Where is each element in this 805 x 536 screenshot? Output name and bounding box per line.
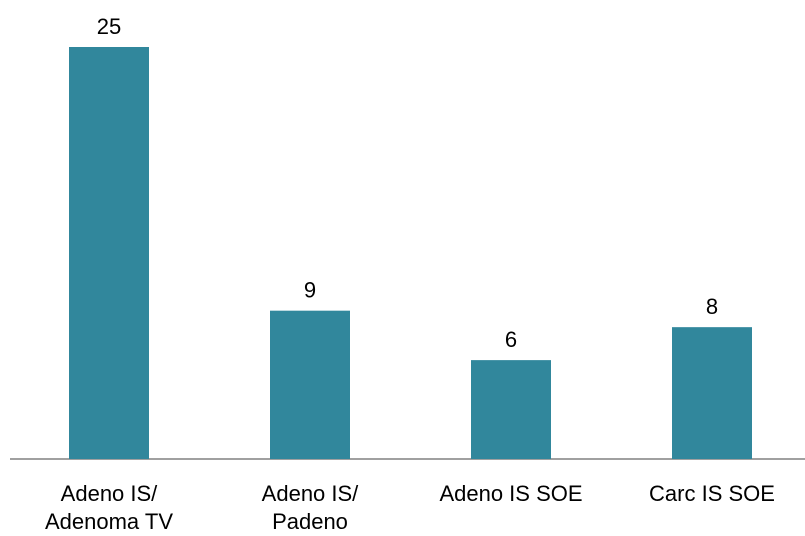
category-label-2-line-0: Adeno IS SOE — [439, 481, 582, 506]
category-label-1-line-1: Padeno — [272, 509, 348, 534]
bar-1 — [270, 310, 350, 459]
value-labels-group: 25 9 6 8 — [97, 14, 718, 352]
category-labels-group: Adeno IS/Adenoma TV Adeno IS/Padeno Adeno … — [45, 481, 775, 534]
category-label-0-line-1: Adenoma TV — [45, 509, 173, 534]
category-label-1-line-0: Adeno IS/ — [262, 481, 360, 506]
category-label-3-line-0: Carc IS SOE — [649, 481, 775, 506]
value-label-3: 8 — [706, 294, 718, 319]
value-label-1: 9 — [304, 278, 316, 303]
value-label-0: 25 — [97, 14, 121, 39]
value-label-2: 6 — [505, 327, 517, 352]
bars-group — [69, 47, 752, 459]
bar-3 — [672, 327, 752, 459]
bar-0 — [69, 47, 149, 459]
category-label-0-line-0: Adeno IS/ — [61, 481, 159, 506]
bar-2 — [471, 360, 551, 459]
